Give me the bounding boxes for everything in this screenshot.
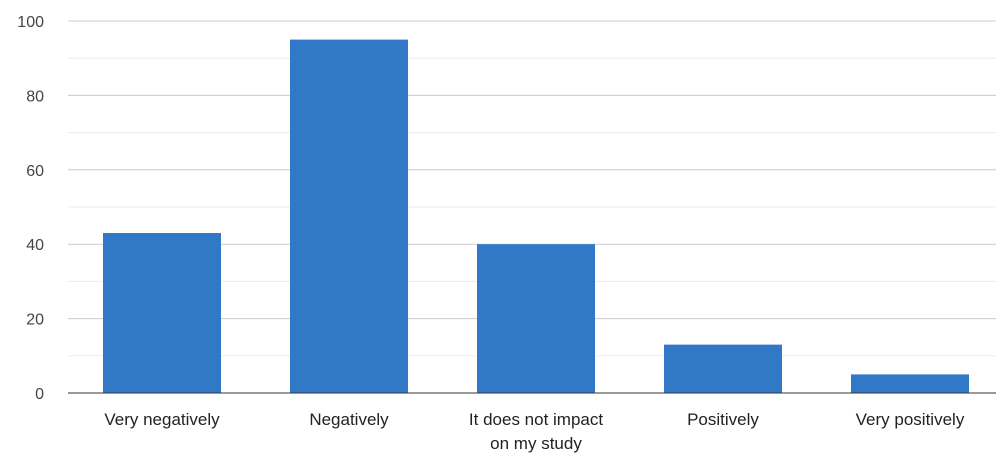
x-category-label-line: Very positively: [856, 410, 965, 429]
y-tick-label: 0: [35, 386, 44, 403]
x-category-label-line: Very negatively: [104, 410, 220, 429]
x-category-label-line: It does not impact: [469, 410, 603, 429]
y-tick-label: 80: [26, 88, 44, 105]
x-category-label: Very positively: [856, 410, 965, 429]
bar: [290, 39, 408, 393]
x-category-label: It does not impact on my study: [469, 410, 603, 453]
x-axis-category-labels: Very negatively Negatively It does not imp…: [104, 410, 964, 453]
bar: [664, 344, 782, 393]
y-tick-label: 100: [17, 14, 44, 31]
bar: [103, 233, 221, 393]
x-category-label-line: on my study: [490, 434, 582, 453]
y-tick-label: 60: [26, 163, 44, 180]
x-category-label: Negatively: [309, 410, 389, 429]
x-category-label-line: Negatively: [309, 410, 389, 429]
bar: [851, 374, 969, 393]
y-tick-label: 40: [26, 237, 44, 254]
y-tick-label: 20: [26, 312, 44, 329]
y-axis-tick-labels: 0 20 40 60 80 100: [17, 14, 44, 403]
x-category-label: Very negatively: [104, 410, 220, 429]
x-category-label: Positively: [687, 410, 759, 429]
bar: [477, 244, 595, 393]
x-category-label-line: Positively: [687, 410, 759, 429]
bars: [103, 39, 969, 393]
